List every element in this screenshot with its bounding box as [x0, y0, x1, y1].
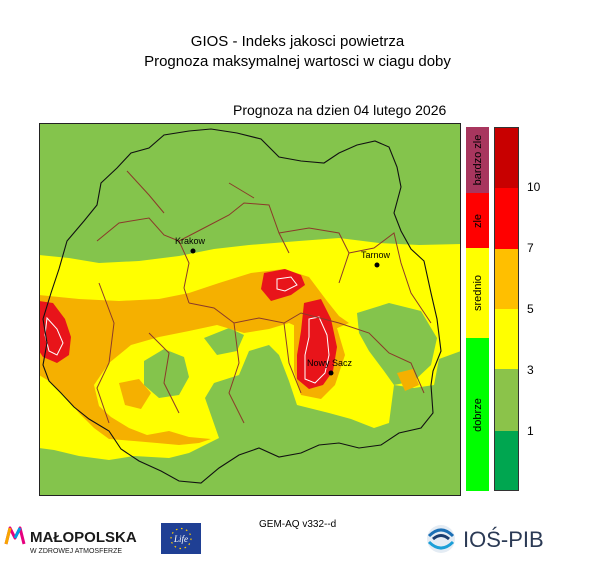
- svg-text:W ZDROWEJ ATMOSFERZE: W ZDROWEJ ATMOSFERZE: [30, 548, 122, 555]
- svg-text:Krakow: Krakow: [175, 236, 206, 246]
- region-outline: [42, 128, 442, 484]
- svg-text:MAŁOPOLSKA: MAŁOPOLSKA: [30, 529, 137, 546]
- legend-dobrze: dobrze: [466, 338, 489, 491]
- scale-block: [495, 188, 518, 249]
- model-version: GEM-AQ v332--d: [259, 519, 337, 530]
- svg-text:Nowy Sacz: Nowy Sacz: [307, 358, 353, 368]
- city-tarnow: Tarnow: [361, 250, 391, 268]
- legend-label: srednio: [471, 274, 484, 312]
- legend-label: bardzo zle: [471, 134, 484, 186]
- zone-orange: [39, 269, 349, 445]
- city-krakow: Krakow: [175, 236, 206, 254]
- index-color-scale: [494, 127, 519, 491]
- zone-zle: [39, 301, 71, 363]
- legend-label: zle: [471, 213, 484, 228]
- legend-zle: zle: [466, 193, 489, 248]
- malopolska-logo: MAŁOPOLSKA W ZDROWEJ ATMOSFERZE: [4, 526, 137, 555]
- zone-srednio: [39, 238, 461, 460]
- zone-orange: [119, 379, 151, 409]
- scale-block: [495, 309, 518, 369]
- district-borders: [96, 170, 432, 424]
- scale-block: [495, 249, 518, 309]
- forecast-date: Prognoza na dzien 04 lutego 2026: [233, 102, 447, 118]
- svg-text:Life: Life: [173, 534, 188, 544]
- map-subtitle: Prognoza maksymalnej wartosci w ciagu do…: [144, 53, 451, 70]
- map-title: GIOS - Indeks jakosci powietrza: [190, 33, 405, 50]
- zone-orange: [397, 369, 419, 391]
- svg-text:IOŚ-PIB: IOŚ-PIB: [463, 527, 544, 552]
- scale-block: [495, 128, 518, 188]
- eu-life-logo: Life: [161, 523, 201, 554]
- scale-tick: 3: [527, 363, 534, 377]
- zone-zle: [297, 299, 337, 389]
- zone-dobrze-hole: [204, 328, 244, 355]
- legend-label: dobrze: [471, 397, 484, 432]
- scale-tick: 10: [527, 180, 541, 194]
- scale-tick: 1: [527, 424, 534, 438]
- city-nowy-sacz: Nowy Sacz: [307, 358, 353, 376]
- zone-dobrze-hole: [357, 303, 437, 385]
- category-legend: bardzo zle zle srednio dobrze: [466, 127, 489, 491]
- scale-tick: 7: [527, 241, 534, 255]
- svg-text:Tarnow: Tarnow: [361, 250, 391, 260]
- legend-bardzo-zle: bardzo zle: [466, 127, 489, 193]
- scale-tick: 5: [527, 302, 534, 316]
- forecast-map: Krakow Tarnow Nowy Sacz: [39, 123, 461, 496]
- scale-block: [495, 431, 518, 490]
- ios-pib-logo: IOŚ-PIB: [427, 525, 544, 553]
- zone-dobrze-hole: [144, 349, 189, 398]
- legend-srednio: srednio: [466, 248, 489, 338]
- scale-block: [495, 369, 518, 431]
- map-frame: [39, 123, 461, 496]
- zone-zle: [261, 269, 305, 301]
